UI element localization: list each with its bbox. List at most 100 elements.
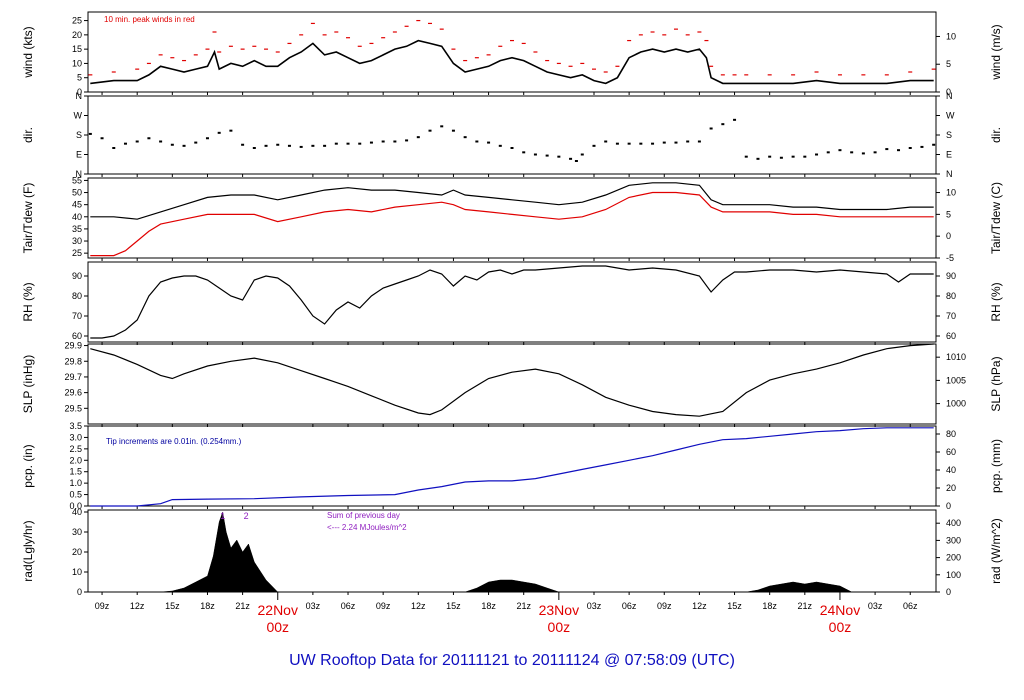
dir-point: [709, 127, 713, 130]
wind-ytick-label-left: 25: [72, 16, 82, 26]
dir-point: [487, 141, 491, 144]
dir-point: [170, 143, 174, 146]
dir-point: [838, 149, 842, 152]
dir-point: [205, 137, 209, 140]
rad-ytick-label-right: 400: [946, 518, 961, 528]
x-hour-label: 15z: [727, 601, 742, 611]
dir-point: [826, 151, 830, 154]
pcp-ytick-label-left: 3.0: [69, 432, 82, 442]
dir-point: [885, 148, 889, 151]
x-date-hour-label: 00z: [829, 619, 852, 635]
x-hour-label: 21z: [798, 601, 813, 611]
dir-point: [791, 155, 795, 158]
temp-ytick-label-left: 45: [72, 200, 82, 210]
temp-ytick-label-left: 40: [72, 212, 82, 222]
dir-ytick-label-left: W: [74, 111, 83, 121]
dir-ylabel-right: dir.: [989, 127, 1003, 143]
wind-annotation: 10 min. peak winds in red: [104, 15, 195, 24]
pcp-ytick-label-right: 0: [946, 501, 951, 511]
dir-point: [639, 142, 643, 145]
x-hour-label: 18z: [481, 601, 496, 611]
x-hour-label: 09z: [657, 601, 672, 611]
dir-point: [147, 137, 151, 140]
temp-ytick-label-left: 30: [72, 236, 82, 246]
x-date-hour-label: 00z: [548, 619, 571, 635]
rh-line: [90, 265, 934, 339]
wind-ytick-label-left: 0: [77, 87, 82, 97]
dir-ytick-label-left: E: [76, 150, 82, 160]
dir-point: [873, 151, 877, 154]
dir-point: [803, 155, 807, 158]
temp-ylabel-left: Tair/Tdew (F): [21, 183, 35, 254]
pcp-ytick-label-right: 80: [946, 429, 956, 439]
slp-ytick-label-left: 29.7: [64, 372, 82, 382]
x-hour-label: 09z: [376, 601, 391, 611]
dir-point: [651, 142, 655, 145]
dir-point: [440, 125, 444, 128]
wind-ytick-label-right: 5: [946, 59, 951, 69]
x-hour-label: 12z: [130, 601, 145, 611]
wind-mean-line: [90, 39, 934, 85]
dir-point: [756, 157, 760, 160]
dir-ytick-label-left: S: [76, 130, 82, 140]
dir-point: [159, 140, 163, 143]
dir-point: [604, 140, 608, 143]
dir-ytick-label-right: E: [946, 150, 952, 160]
pcp-ytick-label-right: 40: [946, 465, 956, 475]
rh-ytick-label-left: 60: [72, 331, 82, 341]
x-hour-label: 06z: [622, 601, 637, 611]
dir-point: [674, 141, 678, 144]
x-hour-label: 03z: [306, 601, 321, 611]
x-hour-label: 09z: [95, 601, 110, 611]
dir-point: [721, 123, 725, 126]
rad-ylabel-left: rad(Lgly/hr): [21, 520, 35, 581]
dir-point: [498, 144, 502, 147]
wind-ylabel-right: wind (m/s): [989, 24, 1003, 80]
dir-point: [358, 142, 362, 145]
rh-ytick-label-right: 90: [946, 271, 956, 281]
rad-ylabel-right: rad (W/m^2): [989, 518, 1003, 584]
temp-panel-frame: [87, 177, 937, 259]
wind-ytick-label-right: 10: [946, 31, 956, 41]
pcp-ytick-label-left: 1.5: [69, 467, 82, 477]
rad-annotation-line2: <--- 2.24 MJoules/m^2: [327, 523, 407, 532]
pcp-ytick-label-left: 0.0: [69, 501, 82, 511]
slp-ylabel-right: SLP (hPa): [989, 356, 1003, 411]
pcp-ytick-label-right: 60: [946, 447, 956, 457]
dir-point: [241, 143, 245, 146]
x-hour-label: 03z: [587, 601, 602, 611]
x-date-label: 24Nov: [820, 602, 860, 618]
dir-point: [897, 149, 901, 152]
dir-point: [733, 118, 737, 121]
x-hour-label: 06z: [903, 601, 918, 611]
pcp-ylabel-right: pcp. (mm): [989, 439, 1003, 493]
wind-panel-frame: [87, 11, 937, 93]
dir-point: [475, 140, 479, 143]
x-hour-label: 15z: [165, 601, 180, 611]
wind-ytick-label-right: 0: [946, 87, 951, 97]
dir-ylabel-left: dir.: [21, 127, 35, 143]
dir-point: [299, 145, 303, 148]
dir-ytick-label-left: N: [76, 169, 83, 179]
wind-ytick-label-left: 15: [72, 44, 82, 54]
temp-ytick-label-left: 25: [72, 248, 82, 258]
wind-ytick-label-left: 5: [77, 73, 82, 83]
slp-line: [90, 343, 934, 417]
pcp-line: [90, 427, 934, 507]
pcp-annotation: Tip increments are 0.01in. (0.254mm.): [106, 437, 242, 446]
dir-point: [522, 151, 526, 154]
dir-point: [545, 154, 549, 157]
x-hour-label: 12z: [692, 601, 707, 611]
rh-ytick-label-left: 80: [72, 291, 82, 301]
dir-point: [861, 152, 865, 155]
slp-ytick-label-right: 1005: [946, 375, 966, 385]
dir-point: [88, 132, 92, 135]
dir-point: [662, 141, 666, 144]
dir-point: [135, 140, 139, 143]
rad-annotation-line1: Sum of previous day: [327, 511, 400, 520]
rad-ytick-label-left: 0: [77, 587, 82, 597]
dir-point: [580, 153, 584, 156]
slp-ytick-label-left: 29.6: [64, 388, 82, 398]
x-hour-label: 21z: [516, 601, 531, 611]
